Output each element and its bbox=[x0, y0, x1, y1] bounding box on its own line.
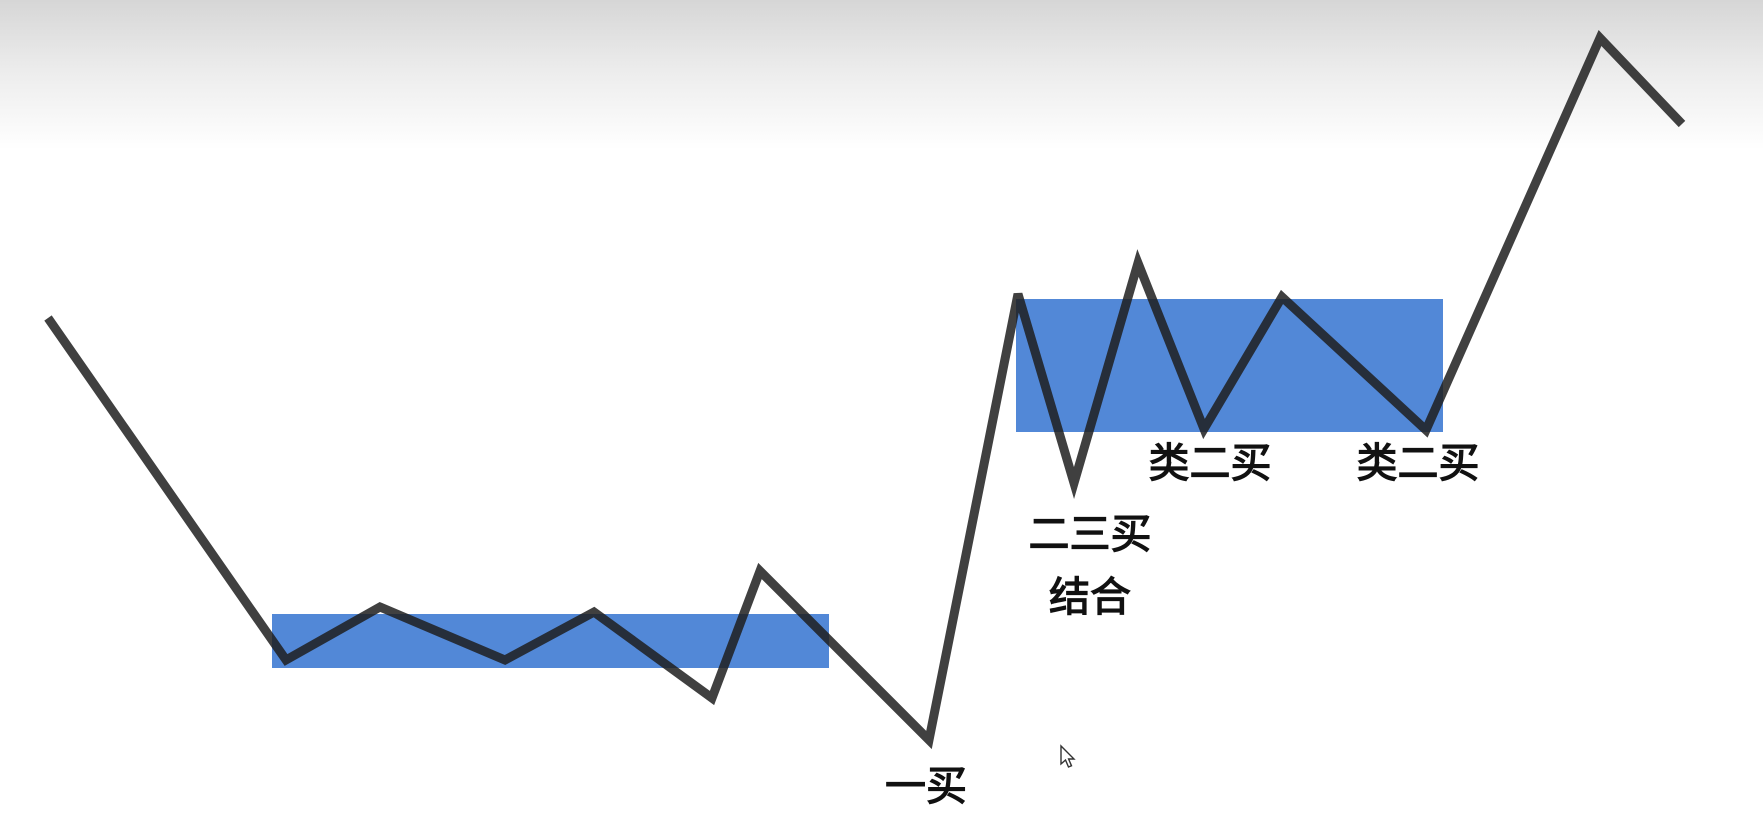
first-buy-label: 一买 bbox=[885, 762, 967, 810]
mouse-cursor-icon bbox=[1060, 744, 1076, 768]
second-third-buy-label: 二三买 bbox=[1029, 510, 1152, 558]
quasi-second-buy-label: 类二买 bbox=[1149, 439, 1272, 487]
quasi-second-buy-label: 类二买 bbox=[1357, 439, 1480, 487]
upper-consolidation-zone bbox=[1016, 299, 1443, 432]
combined-label: 结合 bbox=[1049, 573, 1131, 621]
price-path-line bbox=[44, 30, 1686, 750]
